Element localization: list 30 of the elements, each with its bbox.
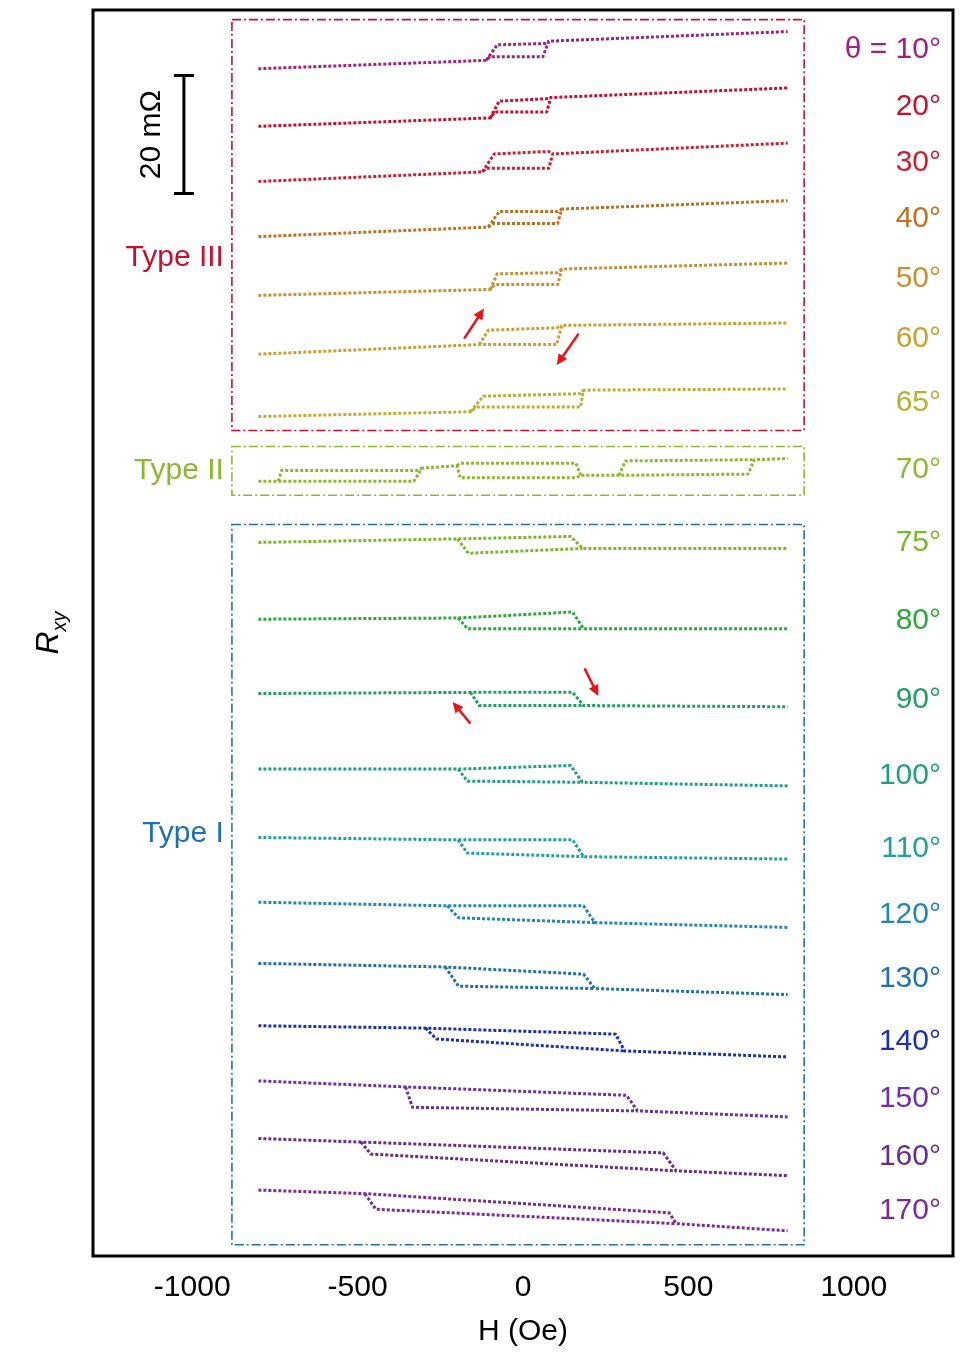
- text: 120°: [878, 896, 941, 930]
- text: 30°: [895, 143, 941, 177]
- text: 100°: [878, 756, 941, 790]
- text: 160°: [878, 1138, 941, 1172]
- x-tick-label: -500: [327, 1269, 388, 1303]
- annotation: 20 mΩ: [133, 90, 167, 180]
- x-tick-label: 500: [663, 1269, 714, 1303]
- text: 110°: [881, 829, 941, 863]
- text: 65°: [895, 384, 941, 418]
- x-tick-label: 1000: [820, 1269, 888, 1303]
- text: 130°: [878, 960, 941, 994]
- text: 70°: [895, 451, 941, 485]
- text: 20°: [895, 88, 941, 122]
- text: 50°: [895, 260, 941, 294]
- text: 75°: [895, 523, 941, 557]
- text: 150°: [878, 1080, 941, 1114]
- text: 140°: [878, 1022, 941, 1056]
- annotation: Type I: [142, 815, 224, 849]
- x-tick-label: 0: [514, 1269, 532, 1303]
- annotation: Type III: [125, 239, 224, 273]
- y-axis-title: Rxy: [29, 610, 70, 655]
- text: 80°: [895, 601, 941, 635]
- annotation: Type II: [133, 452, 224, 486]
- text: 60°: [895, 319, 941, 353]
- x-tick-label: -1000: [153, 1269, 231, 1303]
- series-label: θ = 10°: [844, 31, 941, 65]
- text: 170°: [878, 1191, 941, 1225]
- text: 90°: [895, 680, 941, 714]
- text: 40°: [895, 199, 941, 233]
- x-axis-title: H (Oe): [478, 1313, 568, 1347]
